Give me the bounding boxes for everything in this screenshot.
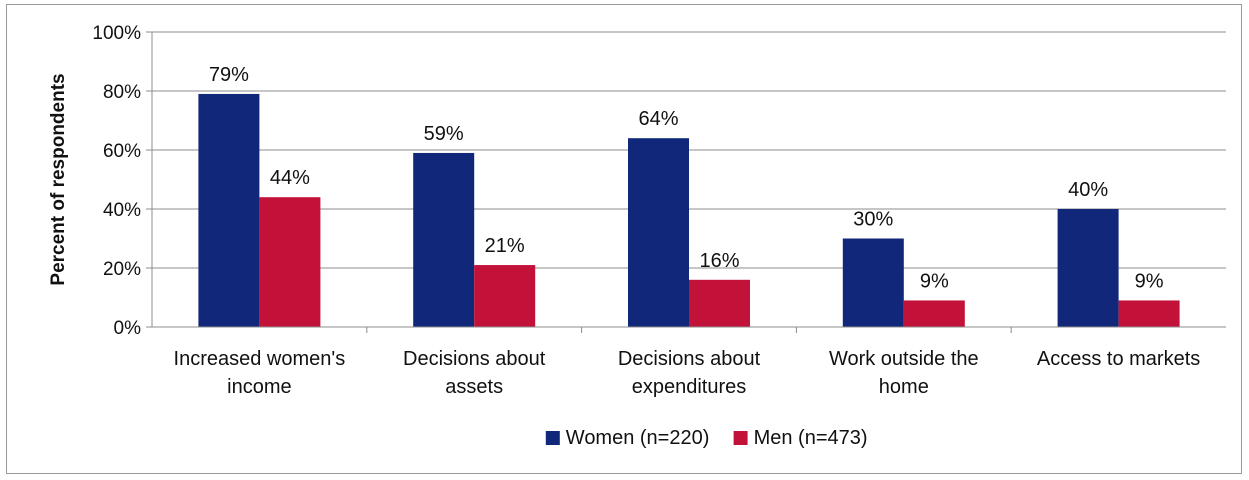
y-tick-label: 0%: [114, 318, 142, 339]
x-axis-categories: Increased women's income Decisions about as…: [174, 327, 1200, 398]
y-tick-label: 100%: [92, 23, 141, 44]
y-tick-label: 80%: [103, 82, 141, 103]
category-label: expenditures: [632, 376, 747, 398]
data-labels: 79% 44% 59% 21% 64% 16% 30% 9% 40% 9%: [209, 64, 1164, 293]
category-label: assets: [445, 376, 503, 398]
bar: [903, 300, 965, 327]
category-label: Decisions about: [618, 348, 761, 370]
data-label: 9%: [920, 270, 949, 292]
legend-item: Men (n=473): [733, 427, 868, 449]
data-label: 9%: [1135, 270, 1164, 292]
y-tick-label: 20%: [103, 259, 141, 280]
bar: [413, 152, 475, 327]
legend-label: Women (n=220): [566, 427, 710, 449]
data-label: 30%: [853, 209, 893, 231]
category-label: Access to markets: [1037, 348, 1200, 370]
bar: [842, 238, 904, 327]
data-label: 59%: [424, 123, 464, 145]
bar: [198, 93, 260, 327]
bar: [1118, 300, 1180, 327]
y-axis-title: Percent of respondents: [48, 73, 69, 285]
data-label: 64%: [638, 108, 678, 130]
legend-swatch: [733, 431, 748, 445]
data-label: 21%: [485, 235, 525, 257]
category-label: home: [879, 376, 929, 398]
bar: [628, 138, 689, 327]
bar: [1057, 209, 1119, 327]
data-label: 79%: [209, 64, 249, 86]
category-label: Increased women's: [174, 348, 346, 370]
data-label: 16%: [699, 250, 739, 272]
legend-item: Women (n=220): [545, 427, 710, 449]
bars: [198, 93, 1180, 327]
bar: [474, 265, 536, 327]
y-axis-ticks: 0% 20% 40% 60% 80% 100%: [92, 23, 152, 339]
bar: [689, 279, 750, 327]
legend: Women (n=220) Men (n=473): [545, 427, 868, 449]
data-label: 44%: [270, 167, 310, 189]
bar: [259, 197, 321, 327]
category-label: Work outside the: [829, 348, 979, 370]
category-label: income: [227, 376, 291, 398]
category-label: Decisions about: [403, 348, 546, 370]
legend-label: Men (n=473): [754, 427, 868, 449]
y-tick-label: 60%: [103, 141, 141, 162]
data-label: 40%: [1068, 179, 1108, 201]
y-tick-label: 40%: [103, 200, 141, 221]
legend-swatch: [545, 431, 560, 445]
gridlines: [151, 31, 1226, 327]
